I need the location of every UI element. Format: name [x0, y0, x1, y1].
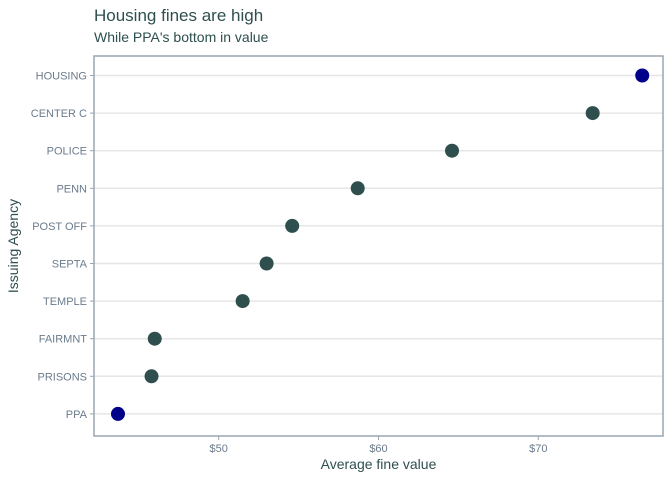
- y-tick-label: POLICE: [47, 146, 87, 158]
- x-tick-label: $70: [529, 443, 547, 455]
- y-axis-ticks: HOUSING CENTER C POLICE PENN POST OFF SEPTA TE…: [31, 71, 94, 421]
- y-tick-label: PPA: [66, 409, 88, 421]
- data-point: [635, 68, 650, 83]
- chart-title: Housing fines are high: [94, 6, 263, 25]
- grid-lines: [94, 74, 663, 415]
- y-tick-label: SEPTA: [52, 259, 88, 271]
- y-tick-label: PENN: [56, 183, 87, 195]
- data-point: [235, 294, 250, 309]
- data-point: [445, 143, 460, 158]
- data-point: [259, 256, 274, 271]
- chart-subtitle: While PPA's bottom in value: [94, 29, 269, 45]
- y-tick-label: FAIRMNT: [39, 334, 88, 346]
- y-tick-label: POST OFF: [32, 221, 87, 233]
- data-point: [585, 106, 600, 121]
- x-axis-title: Average fine value: [321, 456, 437, 472]
- x-axis-ticks: $50 $60 $70: [209, 436, 548, 455]
- y-axis-title: Issuing Agency: [5, 199, 21, 293]
- y-tick-label: HOUSING: [36, 71, 87, 83]
- data-point: [110, 406, 125, 421]
- data-point: [285, 218, 300, 233]
- y-tick-label: TEMPLE: [43, 296, 87, 308]
- data-points: [110, 68, 650, 421]
- data-point: [144, 369, 159, 384]
- data-point: [147, 331, 162, 346]
- x-tick-label: $50: [209, 443, 227, 455]
- plot-frame: [93, 55, 664, 437]
- y-tick-label: PRISONS: [37, 371, 87, 383]
- x-tick-label: $60: [369, 443, 387, 455]
- data-point: [350, 181, 365, 196]
- y-tick-label: CENTER C: [31, 108, 87, 120]
